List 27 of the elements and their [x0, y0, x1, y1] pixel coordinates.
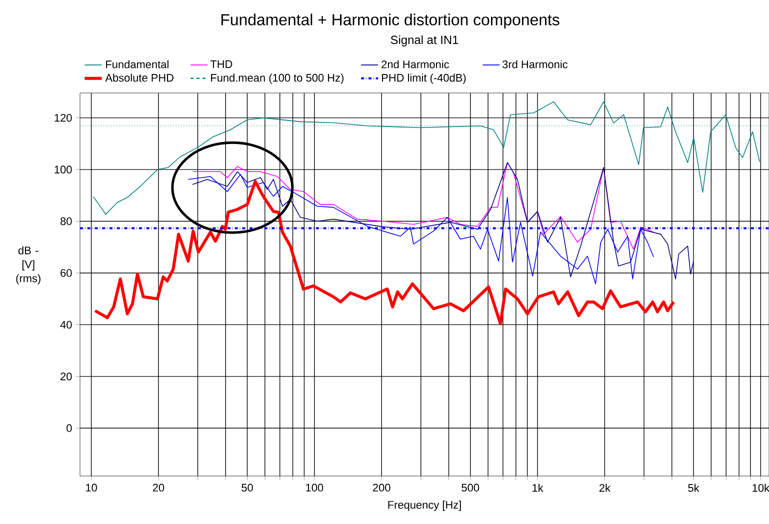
y-axis-title: dB - [V] (rms) — [16, 246, 40, 284]
legend-label: THD — [210, 60, 232, 68]
legend-label: Fundamental — [106, 60, 168, 68]
x-tick-label: 200 — [372, 484, 390, 492]
x-tick-label: 100 — [306, 484, 324, 492]
y-tick-label: 100 — [54, 166, 72, 174]
chart-subtitle: Signal at IN1 — [390, 35, 458, 46]
x-tick-label: 10 — [86, 484, 97, 492]
y-tick-label: 40 — [60, 320, 72, 329]
y-tick-label: 20 — [60, 372, 72, 380]
x-tick-label: 500 — [462, 484, 480, 492]
x-tick-label: 5k — [688, 484, 700, 492]
x-tick-label: 1k — [532, 484, 544, 492]
x-tick-label: 2k — [599, 484, 610, 492]
legend-label: 3rd Harmonic — [502, 60, 568, 68]
x-tick-label: 20 — [152, 484, 164, 492]
legend-label: Fund.mean (100 to 500 Hz) — [211, 74, 344, 84]
y-tick-label: 120 — [54, 114, 72, 122]
x-tick-label: 50 — [242, 484, 253, 492]
chart-title: Fundamental + Harmonic distortion components — [221, 14, 560, 29]
y-tick-label: 60 — [60, 269, 72, 277]
x-axis-title: Frequency [Hz] — [388, 500, 461, 511]
legend-label: 2nd Harmonic — [382, 60, 449, 68]
legend-label: Absolute PHD — [105, 74, 174, 82]
y-tick-label: 0 — [66, 424, 72, 432]
legend-label: PHD limit (-40dB) — [382, 74, 466, 84]
y-tick-label: 80 — [60, 217, 72, 226]
